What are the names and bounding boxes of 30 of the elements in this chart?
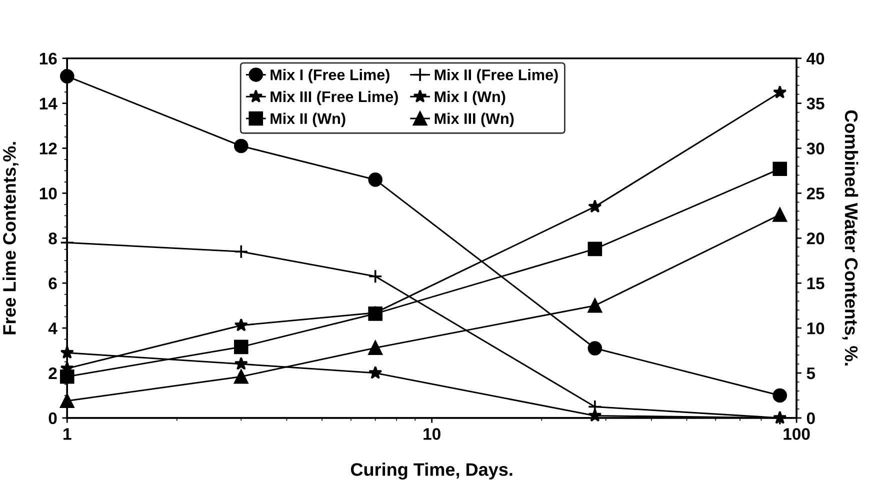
legend-label: Mix I (Wn) bbox=[434, 90, 506, 106]
y-tick-label: 10 bbox=[40, 188, 57, 200]
y-tick-label: 12 bbox=[40, 142, 57, 154]
y-tick-label: 2 bbox=[48, 367, 57, 380]
y2-tick-label: 40 bbox=[806, 52, 824, 65]
y-tick-label: 8 bbox=[48, 232, 57, 244]
y-tick-label: 4 bbox=[48, 322, 58, 334]
x-tick-label: 1 bbox=[64, 428, 72, 440]
y2-tick-label: 35 bbox=[806, 98, 824, 110]
legend-label: Mix II (Free Lime) bbox=[434, 69, 558, 84]
y2-tick-label: 5 bbox=[806, 368, 816, 380]
y-tick-label: 14 bbox=[40, 98, 58, 110]
y-axis-title: Free Lime Contents,%. bbox=[2, 142, 18, 334]
legend-label: Mix I (Free Lime) bbox=[270, 69, 390, 84]
legend-label: Mix II (Wn) bbox=[270, 112, 346, 128]
y2-tick-label: 10 bbox=[807, 322, 824, 334]
y2-tick-label: 30 bbox=[806, 142, 824, 154]
x-tick-label: 10 bbox=[424, 428, 440, 440]
legend-label: Mix III (Free Lime) bbox=[270, 90, 398, 106]
y2-tick-label: 20 bbox=[806, 232, 824, 244]
x-axis-title: Curing Time, Days. bbox=[350, 462, 512, 480]
y2-tick-label: 0 bbox=[806, 412, 815, 424]
y-tick-label: 16 bbox=[40, 52, 57, 65]
y-tick-label: 0 bbox=[48, 412, 57, 424]
y2-axis-title: Combined Water Contents, %. bbox=[842, 110, 858, 366]
legend-label: Mix III (Wn) bbox=[434, 112, 514, 128]
y2-tick-label: 25 bbox=[806, 188, 824, 200]
y-tick-label: 6 bbox=[48, 277, 57, 290]
x-tick-label: 100 bbox=[784, 428, 810, 440]
y2-tick-label: 15 bbox=[807, 278, 824, 290]
